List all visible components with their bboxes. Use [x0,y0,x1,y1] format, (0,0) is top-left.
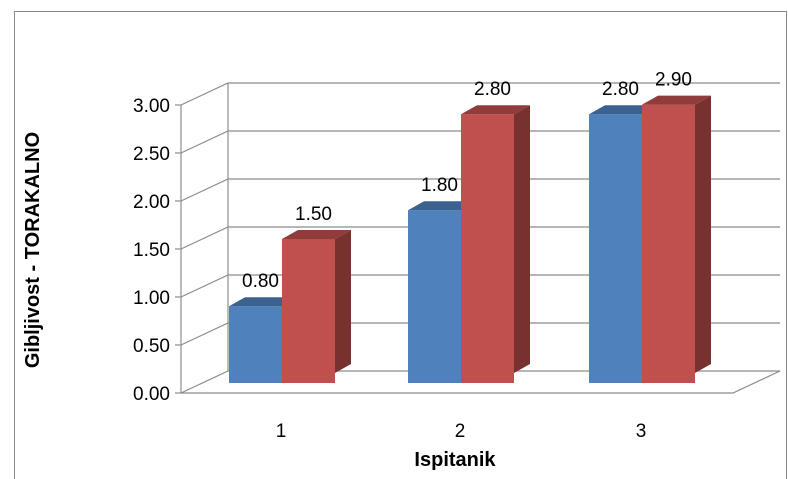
data-labels: 0.80 1.50 1.80 2.80 2.80 2.90 [242,70,692,293]
bar-top [461,105,530,115]
bar-side [514,105,530,373]
y-tick-label: 2.00 [133,192,170,213]
data-label: 2.80 [602,79,639,100]
data-label: 1.80 [421,175,458,196]
gridline [180,82,780,106]
floor [180,370,781,394]
bar [461,105,530,383]
y-tick-labels: 0.00 0.50 1.00 1.50 2.00 2.50 3.00 [133,96,170,405]
data-label: 0.80 [242,271,279,292]
data-label: 2.90 [655,70,692,91]
bar [642,95,711,383]
bar-front [461,114,514,383]
x-tick-label: 2 [455,421,466,442]
y-tick-label: 0.00 [133,384,170,405]
bar-side [335,230,351,373]
y-tick-label: 2.50 [133,144,170,165]
data-label: 1.50 [295,204,332,225]
bar-front [589,114,642,383]
y-tick-label: 3.00 [133,96,170,117]
bars [229,95,711,383]
x-tick-label: 1 [276,421,287,442]
y-tick-label: 1.50 [133,240,170,261]
x-tick-labels: 1 2 3 [276,421,647,442]
bar-front [642,104,695,383]
bar-front [229,306,282,383]
bar-top [282,230,351,239]
x-tick-label: 3 [636,421,647,442]
bar-side [695,95,711,373]
y-tick-label: 0.50 [133,336,170,357]
bar [282,230,351,383]
y-tick-label: 1.00 [133,288,170,309]
data-label: 2.80 [474,79,511,100]
bar-top [229,297,298,307]
bar-top [589,105,658,115]
x-axis-title: Ispitanik [414,449,496,471]
chart-frame [14,11,787,479]
y-axis-title: Gibljivost - TORAKALNO [22,132,44,368]
bar-front [408,210,461,383]
bar-top [408,201,477,211]
bar-front [282,239,335,383]
bar-top [642,95,711,105]
